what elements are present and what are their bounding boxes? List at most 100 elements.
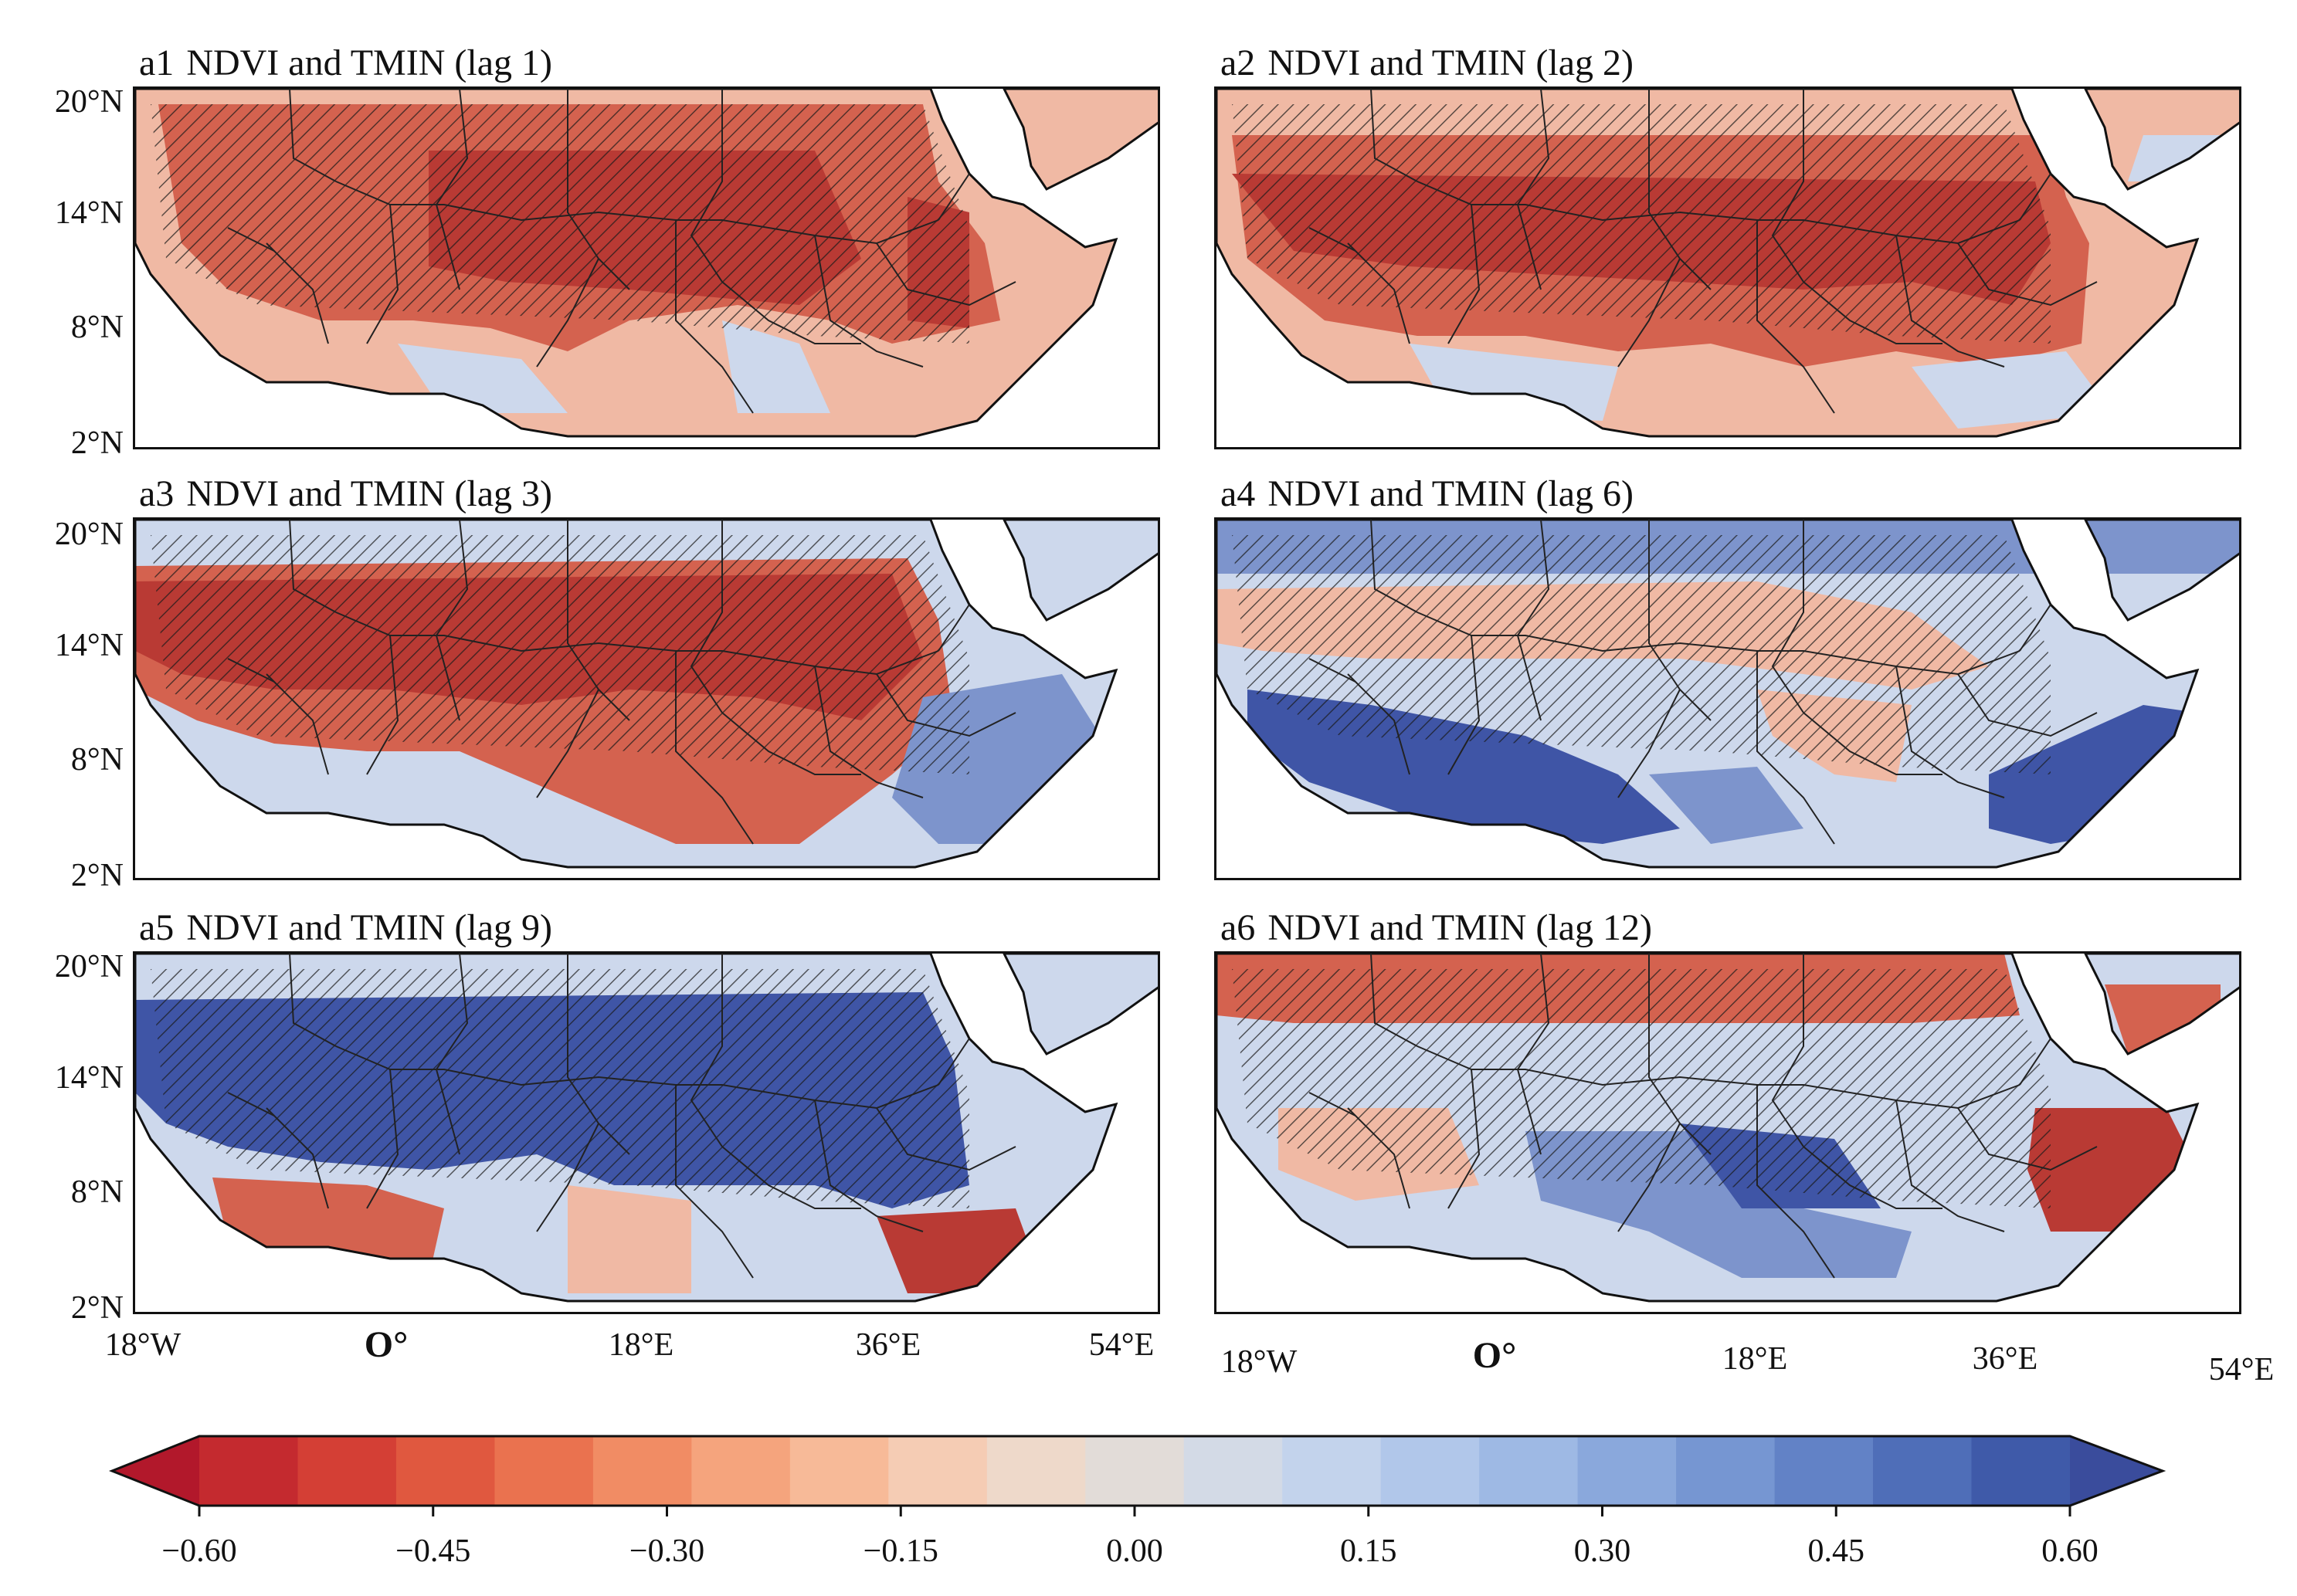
map-graphic (135, 954, 1158, 1303)
country-border (1516, 520, 1550, 721)
country-border (366, 635, 399, 775)
colorbar-segment (1577, 1436, 1677, 1506)
country-border (814, 666, 924, 798)
country-border (1370, 954, 1418, 1047)
country-border (266, 673, 329, 775)
field-region (2128, 135, 2239, 181)
significance-hatching (151, 535, 969, 774)
field-region (722, 320, 830, 413)
country-border (876, 673, 1016, 737)
panel-title: a2 NDVI and TMIN (lag 2) (1220, 42, 1634, 83)
country-border (1417, 612, 2020, 676)
country-border (1648, 89, 1712, 290)
country-border (536, 1123, 599, 1232)
country-border (2019, 604, 2051, 652)
country-border (2019, 1038, 2051, 1086)
map-frame (133, 517, 1160, 880)
country-border (938, 1038, 970, 1086)
lat-label: 8°N (70, 1174, 124, 1210)
country-border (721, 281, 861, 344)
colorbar-outline (108, 1435, 2166, 1507)
coastline (135, 89, 1118, 438)
lon-label: O° (1472, 1335, 1517, 1376)
country-border (690, 520, 723, 713)
colorbar-segment (199, 1436, 298, 1506)
lon-label: 54°E (1088, 1327, 1155, 1363)
country-border (567, 89, 630, 290)
lon-label: 36°E (1972, 1341, 2038, 1377)
lat-label: 14°N (54, 628, 124, 663)
colorbar-tick-label: −0.30 (629, 1533, 705, 1569)
colorbar-tick-label: −0.45 (395, 1533, 471, 1569)
map-graphic (1216, 520, 2239, 869)
lat-label: 14°N (54, 195, 124, 231)
country-border (1895, 235, 2005, 368)
field-region (568, 1185, 691, 1293)
country-border (1417, 181, 2020, 245)
colorbar-segment (1971, 1436, 2071, 1506)
country-border (675, 651, 754, 845)
country-border (1308, 227, 1356, 252)
country-border (1370, 89, 1418, 182)
country-border (435, 954, 469, 1155)
country-border (1308, 1092, 1356, 1117)
significance-hatching (1232, 969, 2051, 1208)
country-border (1447, 1069, 1481, 1209)
country-border (227, 1092, 275, 1117)
coastline (1003, 89, 1158, 191)
country-border (1756, 220, 1835, 414)
colorbar-segment (297, 1436, 397, 1506)
country-border (266, 1107, 329, 1209)
colorbar-segment (1676, 1436, 1776, 1506)
map-graphic (1216, 89, 2239, 438)
lat-label: 14°N (54, 1060, 124, 1096)
country-border (289, 89, 337, 182)
colorbar-segment (691, 1436, 791, 1506)
lat-label: 8°N (70, 742, 124, 778)
country-border (289, 520, 337, 613)
country-border (1347, 1107, 1410, 1209)
map-frame (133, 951, 1160, 1314)
significance-hatching (151, 104, 969, 344)
colorbar-segment (1183, 1436, 1283, 1506)
colorbar-segment (395, 1436, 495, 1506)
country-border (690, 89, 723, 283)
country-border (876, 242, 1016, 307)
coastline (1216, 954, 2200, 1303)
country-border (335, 612, 939, 676)
country-border (366, 204, 399, 344)
country-border (675, 220, 754, 414)
panel-title: a3 NDVI and TMIN (lag 3) (139, 473, 552, 514)
map-graphic (135, 89, 1158, 438)
country-border (567, 954, 630, 1155)
lon-label: 18°W (1220, 1344, 1298, 1380)
coastline (1003, 954, 1158, 1056)
country-border (1347, 242, 1410, 344)
country-border (1756, 1085, 1835, 1279)
colorbar-segment (1380, 1436, 1480, 1506)
country-border (1957, 242, 2098, 307)
panel-title: a4 NDVI and TMIN (lag 6) (1220, 473, 1634, 514)
country-border (1516, 89, 1550, 290)
significance-hatching (1232, 104, 2051, 344)
significance-hatching (1232, 535, 2051, 774)
lat-label: 2°N (70, 425, 124, 461)
country-border (1516, 954, 1550, 1155)
colorbar-tick-label: 0.45 (1807, 1533, 1865, 1569)
country-border (1308, 658, 1356, 683)
country-border (876, 1107, 1016, 1171)
coastline (1003, 520, 1158, 622)
country-border (1417, 1045, 2020, 1110)
country-border (721, 1146, 861, 1209)
coastline (135, 520, 1118, 869)
country-border (227, 227, 275, 252)
colorbar-segment (1282, 1436, 1382, 1506)
country-border (814, 235, 924, 368)
colorbar-segment (1479, 1436, 1579, 1506)
country-border (1803, 1146, 1942, 1209)
panel-title: a1 NDVI and TMIN (lag 1) (139, 42, 552, 83)
colorbar-segment (1085, 1436, 1185, 1506)
colorbar-tick-label: 0.60 (2041, 1533, 2099, 1569)
country-border (2019, 173, 2051, 221)
panel-a5: a5 NDVI and TMIN (lag 9) (133, 907, 1160, 1314)
